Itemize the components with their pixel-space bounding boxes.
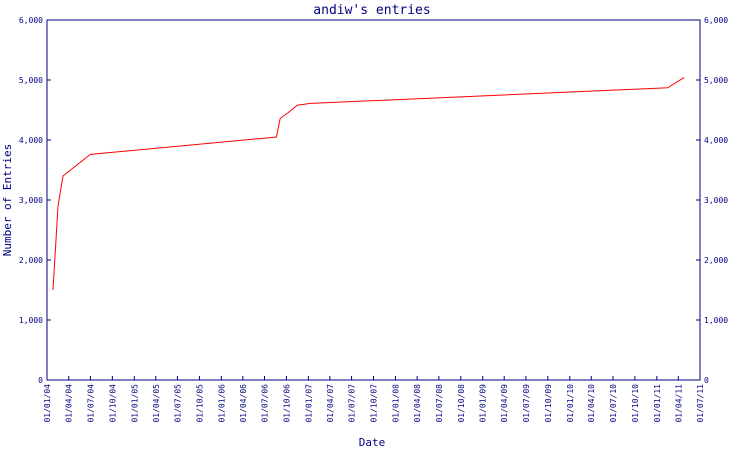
- x-tick-label: 01/04/07: [326, 384, 335, 423]
- x-tick-label: 01/07/11: [696, 384, 705, 423]
- y2-tick-label: 1,000: [704, 316, 728, 325]
- x-tick-label: 01/10/05: [195, 384, 204, 423]
- x-tick-label: 01/10/08: [457, 384, 466, 423]
- x-tick-label: 01/07/04: [86, 384, 95, 423]
- y2-tick-label: 3,000: [704, 196, 728, 205]
- x-tick-label: 01/04/08: [413, 384, 422, 423]
- x-tick-label: 01/01/06: [217, 384, 226, 423]
- x-tick-label: 01/01/08: [391, 384, 400, 423]
- y2-tick-label: 4,000: [704, 136, 728, 145]
- x-axis-label: Date: [359, 436, 386, 449]
- x-tick-label: 01/07/05: [173, 384, 182, 423]
- x-tick-label: 01/01/10: [566, 384, 575, 423]
- y-tick-label: 3,000: [19, 196, 43, 205]
- x-tick-label: 01/07/06: [261, 384, 270, 423]
- y2-tick-label: 5,000: [704, 76, 728, 85]
- x-tick-label: 01/01/05: [130, 384, 139, 423]
- x-tick-label: 01/04/10: [587, 384, 596, 423]
- x-tick-label: 01/04/04: [65, 384, 74, 423]
- x-tick-label: 01/04/05: [152, 384, 161, 423]
- y2-tick-label: 6,000: [704, 16, 728, 25]
- data-line: [52, 77, 685, 291]
- x-tick-label: 01/04/11: [674, 384, 683, 423]
- x-tick-label: 01/07/08: [435, 384, 444, 423]
- x-tick-label: 01/10/10: [631, 384, 640, 423]
- x-tick-label: 01/07/10: [609, 384, 618, 423]
- y-tick-label: 6,000: [19, 16, 43, 25]
- x-tick-label: 01/10/09: [544, 384, 553, 423]
- y-tick-label: 0: [38, 376, 43, 385]
- x-tick-label: 01/01/04: [43, 384, 52, 423]
- y-tick-label: 4,000: [19, 136, 43, 145]
- x-tick-label: 01/01/07: [304, 384, 313, 423]
- x-tick-label: 01/04/06: [239, 384, 248, 423]
- x-tick-label: 01/10/06: [282, 384, 291, 423]
- x-tick-label: 01/01/09: [479, 384, 488, 423]
- x-tick-label: 01/07/07: [348, 384, 357, 423]
- x-tick-label: 01/10/07: [370, 384, 379, 423]
- x-tick-label: 01/10/04: [108, 384, 117, 423]
- y-axis-label: Number of Entries: [1, 144, 14, 257]
- chart-title: andiw's entries: [313, 3, 430, 18]
- y-tick-label: 5,000: [19, 76, 43, 85]
- y-tick-label: 1,000: [19, 316, 43, 325]
- y2-tick-label: 2,000: [704, 256, 728, 265]
- y-tick-label: 2,000: [19, 256, 43, 265]
- y2-tick-label: 0: [704, 376, 709, 385]
- x-tick-label: 01/01/11: [653, 384, 662, 423]
- x-tick-label: 01/04/09: [500, 384, 509, 423]
- x-tick-label: 01/07/09: [522, 384, 531, 423]
